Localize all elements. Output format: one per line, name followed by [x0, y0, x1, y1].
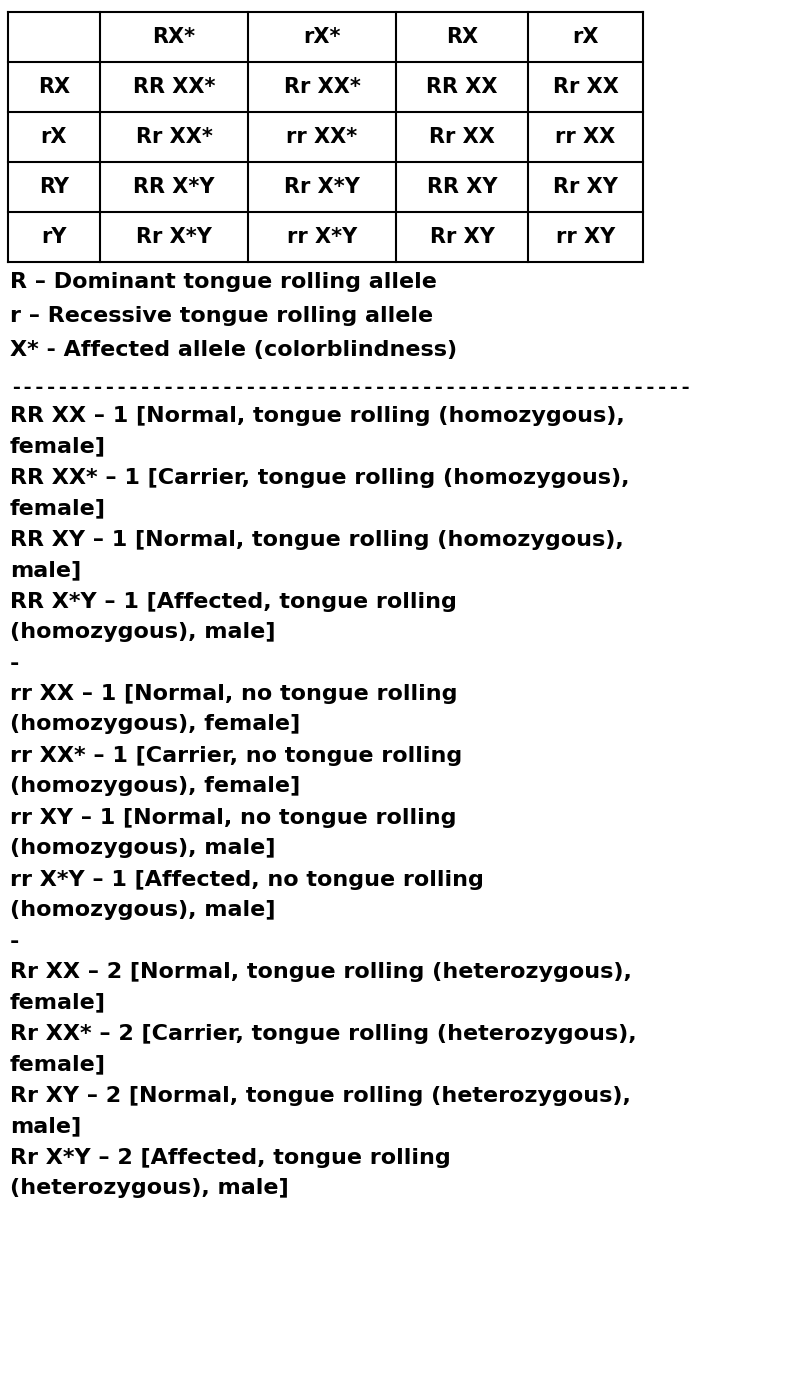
Text: RR XX* – 1 [Carrier, tongue rolling (homozygous),: RR XX* – 1 [Carrier, tongue rolling (hom… [10, 468, 630, 487]
Text: RR XX – 1 [Normal, tongue rolling (homozygous),: RR XX – 1 [Normal, tongue rolling (homoz… [10, 406, 625, 425]
Text: RR XY – 1 [Normal, tongue rolling (homozygous),: RR XY – 1 [Normal, tongue rolling (homoz… [10, 530, 624, 550]
Text: rr XX*: rr XX* [286, 127, 358, 146]
Text: rr XX* – 1 [Carrier, no tongue rolling: rr XX* – 1 [Carrier, no tongue rolling [10, 746, 462, 766]
Text: -: - [10, 932, 19, 952]
Text: female]: female] [10, 992, 106, 1012]
Text: RR XX*: RR XX* [133, 77, 215, 97]
Text: Rr XX*: Rr XX* [135, 127, 213, 146]
Text: Rr XY: Rr XY [553, 177, 618, 197]
Text: RX: RX [38, 77, 70, 97]
Text: RR X*Y – 1 [Affected, tongue rolling: RR X*Y – 1 [Affected, tongue rolling [10, 592, 457, 612]
Text: Rr X*Y: Rr X*Y [284, 177, 360, 197]
Text: RR XX: RR XX [426, 77, 498, 97]
Text: female]: female] [10, 436, 106, 456]
Text: female]: female] [10, 499, 106, 518]
Text: Rr XX – 2 [Normal, tongue rolling (heterozygous),: Rr XX – 2 [Normal, tongue rolling (heter… [10, 963, 632, 982]
Text: Rr XX: Rr XX [553, 77, 618, 97]
Text: male]: male] [10, 1116, 82, 1137]
Text: RX: RX [446, 28, 478, 47]
Text: rX: rX [572, 28, 598, 47]
Text: rr XY: rr XY [556, 226, 615, 247]
Text: rr X*Y – 1 [Affected, no tongue rolling: rr X*Y – 1 [Affected, no tongue rolling [10, 870, 484, 889]
Text: (homozygous), female]: (homozygous), female] [10, 776, 300, 795]
Text: RR XY: RR XY [426, 177, 498, 197]
Text: rr XX – 1 [Normal, no tongue rolling: rr XX – 1 [Normal, no tongue rolling [10, 684, 458, 704]
Text: RX*: RX* [153, 28, 195, 47]
Text: rr XX: rr XX [555, 127, 616, 146]
Text: (homozygous), male]: (homozygous), male] [10, 621, 275, 642]
Text: rY: rY [42, 226, 66, 247]
Text: Rr X*Y: Rr X*Y [136, 226, 212, 247]
Text: (homozygous), female]: (homozygous), female] [10, 714, 300, 733]
Text: (homozygous), male]: (homozygous), male] [10, 838, 275, 858]
Text: Rr XY: Rr XY [430, 226, 494, 247]
Text: -: - [10, 655, 19, 674]
Text: rr XY – 1 [Normal, no tongue rolling: rr XY – 1 [Normal, no tongue rolling [10, 808, 457, 829]
Text: male]: male] [10, 561, 82, 580]
Text: Rr XX*: Rr XX* [283, 77, 361, 97]
Text: Rr XY – 2 [Normal, tongue rolling (heterozygous),: Rr XY – 2 [Normal, tongue rolling (heter… [10, 1085, 631, 1106]
Text: rr X*Y: rr X*Y [287, 226, 357, 247]
Text: Rr X*Y – 2 [Affected, tongue rolling: Rr X*Y – 2 [Affected, tongue rolling [10, 1148, 450, 1168]
Text: X* - Affected allele (colorblindness): X* - Affected allele (colorblindness) [10, 340, 457, 360]
Text: Rr XX: Rr XX [429, 127, 495, 146]
Text: R – Dominant tongue rolling allele: R – Dominant tongue rolling allele [10, 272, 437, 291]
Text: female]: female] [10, 1054, 106, 1074]
Text: (homozygous), male]: (homozygous), male] [10, 900, 275, 920]
Text: (heterozygous), male]: (heterozygous), male] [10, 1178, 289, 1197]
Text: rX: rX [41, 127, 67, 146]
Text: RY: RY [39, 177, 69, 197]
Text: rX*: rX* [303, 28, 341, 47]
Text: Rr XX* – 2 [Carrier, tongue rolling (heterozygous),: Rr XX* – 2 [Carrier, tongue rolling (het… [10, 1023, 637, 1044]
Text: r – Recessive tongue rolling allele: r – Recessive tongue rolling allele [10, 307, 433, 326]
Text: RR X*Y: RR X*Y [134, 177, 214, 197]
Text: ----------------------------------------------------------: ----------------------------------------… [10, 378, 691, 396]
